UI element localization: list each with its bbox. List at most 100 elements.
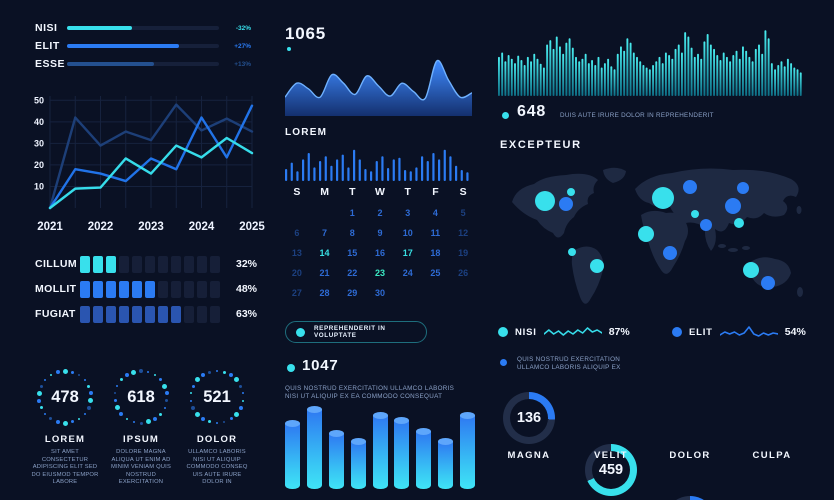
segment-label: MOLLIT — [35, 283, 77, 295]
spark-label: NISI — [515, 326, 537, 338]
donut-value: 357 — [664, 496, 716, 500]
donut-dolor: 357 — [664, 496, 716, 500]
desc-line: NISI UT ALIQUIP EX EA COMMODO CONSEQUAT — [285, 393, 443, 400]
calendar-day-1[interactable]: 1 — [349, 208, 355, 218]
ring-dot — [86, 405, 91, 410]
calendar-weekday-header: W — [375, 186, 385, 198]
calendar-day-23[interactable]: 23 — [374, 268, 385, 278]
spark-label: ELIT — [689, 326, 713, 338]
calendar-day-19[interactable]: 19 — [458, 248, 469, 258]
calendar-day-13[interactable]: 13 — [291, 248, 302, 258]
calendar-day-9[interactable]: 9 — [377, 228, 383, 238]
calendar-day-18[interactable]: 18 — [430, 248, 441, 258]
ring-dot — [114, 405, 120, 411]
progress-fill — [67, 62, 154, 66]
calendar-day-28[interactable]: 28 — [319, 288, 330, 298]
circle-stats-row: 478 LOREM SIT AMET CONSECTETUR ADIPISCIN… — [30, 368, 252, 487]
ring-dot — [62, 368, 68, 374]
calendar-day-24[interactable]: 24 — [402, 268, 413, 278]
progress-label: ELIT — [35, 40, 60, 52]
calendar-day-8[interactable]: 8 — [349, 228, 355, 238]
ring-dot — [114, 392, 117, 395]
segment-block — [183, 280, 194, 298]
map-dot — [590, 259, 604, 273]
circle-stat-desc: SIT AMET CONSECTETUR ADIPISCING ELIT SED… — [31, 449, 99, 485]
calendar-day-7[interactable]: 7 — [322, 228, 328, 238]
donut-label: DOLOR — [669, 450, 711, 461]
ring-dot — [131, 369, 137, 375]
donut-value: 136 — [516, 410, 542, 426]
ring-dot — [88, 391, 93, 396]
calendar-day-3[interactable]: 3 — [405, 208, 411, 218]
calendar-day-12[interactable]: 12 — [458, 228, 469, 238]
donut-hole — [592, 451, 630, 489]
segment-block — [157, 280, 168, 298]
ring-dot — [190, 392, 193, 395]
segment-block — [79, 280, 90, 298]
note-line: QUIS NOSTRUD EXERCITATION — [517, 356, 621, 363]
cylinder-bar — [328, 430, 344, 489]
calendar-note-pill[interactable]: REPREHENDERIT IN VOLUPTATE — [285, 321, 427, 343]
calendar-day-4[interactable]: 4 — [432, 208, 438, 218]
ring-dot — [216, 422, 218, 424]
dotted-ring: 478 — [36, 368, 94, 426]
ring-dot — [194, 377, 200, 383]
svg-text:40: 40 — [34, 117, 44, 127]
segment-block — [183, 305, 194, 323]
calendar-day-14[interactable]: 14 — [319, 248, 330, 258]
calendar-day-30[interactable]: 30 — [374, 288, 385, 298]
circle-stat-value: 478 — [51, 388, 79, 406]
calendar-day-22[interactable]: 22 — [347, 268, 358, 278]
circle-stat-value: 618 — [127, 388, 155, 406]
calendar-day-empty — [422, 288, 450, 298]
circle-stat-ipsum: 618 IPSUM DOLORE MAGNA ALIQUA UT ENIM AD… — [106, 368, 176, 487]
ring-dot — [200, 373, 205, 378]
calendar-day-27[interactable]: 27 — [291, 288, 302, 298]
calendar-day-17[interactable]: 17 — [402, 248, 413, 258]
calendar-day-empty — [283, 208, 311, 218]
calendar-day-11[interactable]: 11 — [430, 228, 441, 238]
progress-fill — [67, 44, 180, 48]
ring-dot — [162, 383, 168, 389]
calendar-day-29[interactable]: 29 — [347, 288, 358, 298]
segmented-progress-list: CILLUM 32% MOLLIT 48% FUGIAT 63% — [35, 255, 257, 330]
ring-dot — [83, 413, 86, 416]
ring-dot — [55, 370, 60, 375]
calendar-weekday-header: S — [459, 186, 467, 198]
segment-block — [92, 255, 103, 273]
svg-text:2024: 2024 — [189, 221, 215, 233]
map-dot — [725, 198, 741, 214]
stat-1047-value: 1047 — [302, 357, 339, 374]
donut-hole — [510, 399, 548, 437]
map-dot — [652, 187, 674, 209]
ring-dot — [62, 420, 68, 426]
progress-track — [67, 26, 219, 30]
calendar-day-15[interactable]: 15 — [347, 248, 358, 258]
ring-dot — [124, 373, 129, 378]
dotted-ring: 521 — [188, 368, 246, 426]
calendar-day-26[interactable]: 26 — [458, 268, 469, 278]
calendar-day-16[interactable]: 16 — [374, 248, 385, 258]
ring-dot — [44, 378, 47, 381]
nisi-sparkline — [543, 327, 602, 336]
map-continents — [512, 167, 803, 304]
calendar-day-10[interactable]: 10 — [402, 228, 413, 238]
calendar-day-6[interactable]: 6 — [294, 228, 300, 238]
calendar-weekday-header: T — [404, 186, 411, 198]
ring-dot — [164, 391, 169, 396]
nisi-dot-icon — [498, 327, 508, 337]
calendar-day-25[interactable]: 25 — [430, 268, 441, 278]
progress-change: +13% — [234, 60, 251, 68]
ring-dot — [191, 384, 195, 388]
circle-stat-label: LOREM — [44, 434, 86, 445]
calendar-day-20[interactable]: 20 — [291, 268, 302, 278]
calendar-day-21[interactable]: 21 — [319, 268, 330, 278]
ring-dot — [216, 370, 218, 372]
svg-text:2023: 2023 — [138, 221, 164, 233]
map-dot — [559, 197, 573, 211]
ring-dot — [200, 416, 205, 421]
calendar-day-5[interactable]: 5 — [460, 208, 466, 218]
calendar-day-2[interactable]: 2 — [377, 208, 383, 218]
segment-block — [105, 305, 116, 323]
cylinder-bar — [394, 416, 410, 489]
